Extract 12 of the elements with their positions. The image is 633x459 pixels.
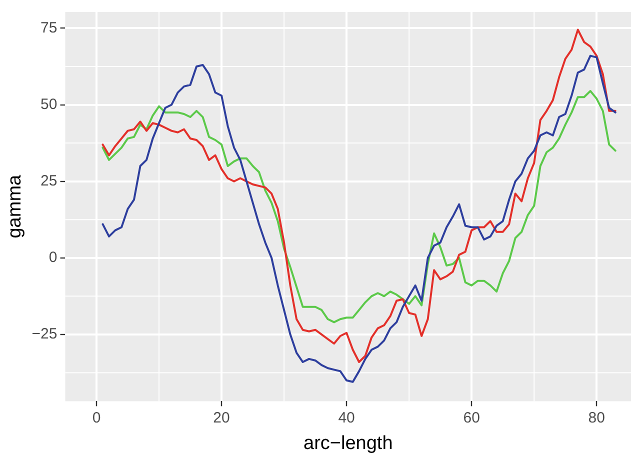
y-tick-label: 75 <box>40 19 58 36</box>
x-tick-label: 80 <box>588 409 605 426</box>
y-tick-label: 50 <box>40 96 58 113</box>
y-tick-label: −25 <box>32 326 58 343</box>
y-tick-label: 25 <box>40 172 58 190</box>
y-tick-label: 0 <box>48 249 58 266</box>
y-axis-title: gamma <box>4 174 26 238</box>
x-tick-label: 60 <box>463 409 480 426</box>
x-tick-label: 20 <box>213 409 230 426</box>
x-tick-label: 40 <box>338 409 355 426</box>
x-axis-title: arc−length <box>303 432 393 454</box>
x-tick-label: 0 <box>92 409 101 426</box>
